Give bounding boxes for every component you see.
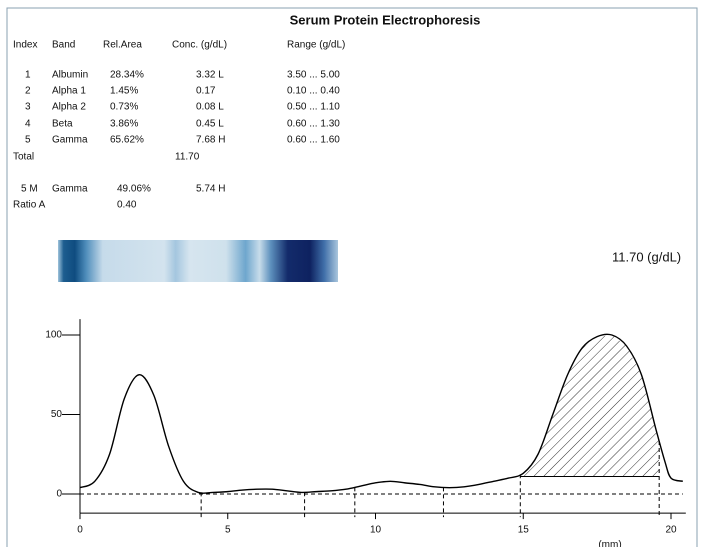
x-axis-label: (mm) bbox=[598, 540, 621, 547]
title: Serum Protein Electrophoresis bbox=[290, 12, 481, 27]
x-tick-label: 0 bbox=[77, 525, 83, 536]
gel-strip bbox=[58, 240, 338, 282]
table-cell: 3.50 ... 5.00 bbox=[287, 70, 340, 81]
table-cell: 0.50 ... 1.10 bbox=[287, 102, 340, 113]
table-cell: Total bbox=[13, 152, 34, 163]
chart: 0 50 100 0 5 10 15 20 (mm) bbox=[45, 319, 686, 547]
table-cell: 1 bbox=[25, 70, 31, 81]
table-cell: Alpha 2 bbox=[52, 102, 86, 113]
table-cell: 0.45 L bbox=[196, 119, 224, 130]
table-cell: 28.34% bbox=[110, 70, 144, 81]
table-cell: Ratio A bbox=[13, 200, 46, 211]
table-cell: 3.32 L bbox=[196, 70, 224, 81]
table-cell: 7.68 H bbox=[196, 135, 225, 146]
column-header: Conc. (g/dL) bbox=[172, 40, 227, 51]
y-tick-label: 0 bbox=[56, 489, 62, 500]
page: {"header": {"title": "Serum Protein Elec… bbox=[0, 0, 708, 547]
table-cell: 4 bbox=[25, 119, 31, 130]
table-cell: Gamma bbox=[52, 135, 88, 146]
table-cell: 3.86% bbox=[110, 119, 138, 130]
x-tick-label: 20 bbox=[665, 525, 677, 536]
y-tick-label: 100 bbox=[45, 330, 62, 341]
table-cell: 0.10 ... 0.40 bbox=[287, 86, 340, 97]
table-cell: 1.45% bbox=[110, 86, 138, 97]
table-cell: 0.60 ... 1.30 bbox=[287, 119, 340, 130]
table-cell: 0.60 ... 1.60 bbox=[287, 135, 340, 146]
table-cell: 49.06% bbox=[117, 184, 151, 195]
table-cell: Albumin bbox=[52, 70, 88, 81]
table-cell: 3 bbox=[25, 102, 31, 113]
table: Index Band Rel.Area Conc. (g/dL) Range (g/dL… bbox=[13, 40, 345, 211]
table-cell: 5 bbox=[25, 135, 31, 146]
table-cell: 0.17 bbox=[196, 86, 216, 97]
report: Serum Protein Electrophoresis 11.70 (g/d… bbox=[0, 0, 708, 547]
table-cell: Gamma bbox=[52, 184, 88, 195]
table-cell: Alpha 1 bbox=[52, 86, 86, 97]
x-tick-label: 5 bbox=[225, 525, 231, 536]
table-cell: 65.62% bbox=[110, 135, 144, 146]
table-cell: 11.70 bbox=[175, 152, 200, 163]
table-cell: 5 M bbox=[21, 184, 38, 195]
x-tick-label: 15 bbox=[518, 525, 530, 536]
table-cell: Beta bbox=[52, 119, 73, 130]
column-header: Range (g/dL) bbox=[287, 40, 345, 51]
table-cell: 0.08 L bbox=[196, 102, 224, 113]
table-cell: 0.40 bbox=[117, 200, 137, 211]
y-tick-label: 50 bbox=[51, 409, 63, 420]
table-cell: 5.74 H bbox=[196, 184, 225, 195]
column-header: Rel.Area bbox=[103, 40, 142, 51]
column-header: Index bbox=[13, 40, 37, 51]
table-cell: 0.73% bbox=[110, 102, 138, 113]
x-tick-label: 10 bbox=[370, 525, 382, 536]
m-spike-area bbox=[80, 335, 683, 494]
total-label: 11.70 (g/dL) bbox=[612, 249, 681, 264]
table-cell: 2 bbox=[25, 86, 31, 97]
column-header: Band bbox=[52, 40, 75, 51]
